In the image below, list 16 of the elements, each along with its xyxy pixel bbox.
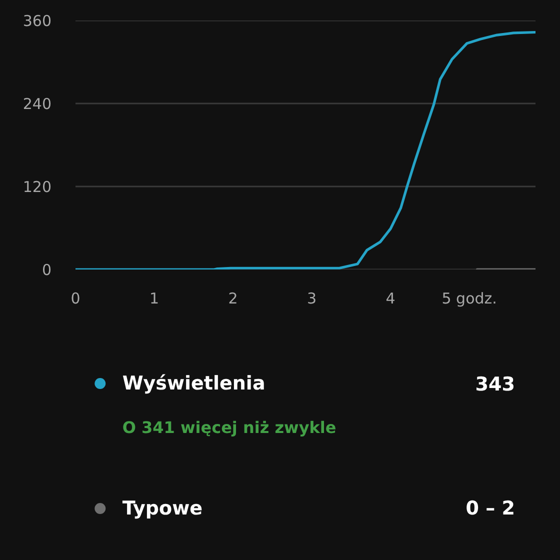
x-tick-label: 0 bbox=[70, 290, 80, 308]
x-tick-label: 5 godz. bbox=[442, 290, 497, 308]
x-tick-label: 3 bbox=[307, 290, 317, 308]
y-tick-label: 120 bbox=[22, 178, 52, 196]
x-tick-label: 4 bbox=[386, 290, 396, 308]
x-tick-label: 2 bbox=[228, 290, 238, 308]
y-tick-label: 240 bbox=[22, 95, 52, 113]
line-series bbox=[76, 30, 536, 270]
x-tick-label: 1 bbox=[149, 290, 160, 308]
text: 343 bbox=[475, 374, 515, 396]
y-tick-label: 360 bbox=[22, 12, 52, 30]
legend-label: Wyświetlenia bbox=[122, 372, 266, 394]
text: 0 – 2 bbox=[466, 498, 515, 520]
y-tick-label: 0 bbox=[42, 261, 52, 279]
legend-label: Typowe bbox=[122, 498, 203, 520]
text: O 341 więcej niż zwykle bbox=[122, 418, 336, 437]
